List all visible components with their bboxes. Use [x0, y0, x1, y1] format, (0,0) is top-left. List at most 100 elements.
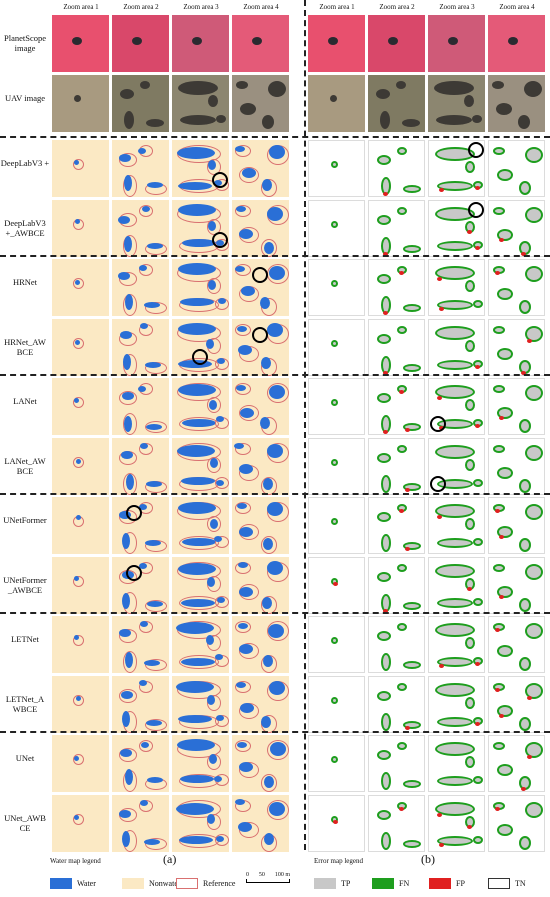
water-prediction	[217, 357, 225, 364]
error-map-tile	[308, 140, 365, 197]
fp-region	[467, 586, 472, 591]
reference-outline	[235, 204, 251, 217]
pond-patch	[74, 94, 81, 102]
tp-region	[497, 466, 513, 479]
row-label-4: HRNet	[12, 277, 38, 287]
reference-outline	[177, 383, 221, 401]
water-prediction	[238, 623, 248, 629]
error-map-tile	[308, 318, 365, 376]
water-prediction	[260, 297, 270, 309]
error-map-tile	[428, 675, 485, 733]
tp-region	[465, 518, 475, 530]
tp-region	[497, 645, 513, 657]
fp-region	[495, 687, 500, 692]
fp-region	[405, 547, 410, 551]
tp-region	[473, 835, 483, 844]
fp-region	[495, 806, 500, 811]
uav-tile	[112, 74, 169, 132]
water-map-tile	[52, 675, 109, 733]
tp-region	[493, 325, 505, 334]
error-map-tile	[428, 497, 485, 554]
water-prediction	[263, 538, 273, 550]
tp-region	[403, 601, 421, 610]
error-map-tile	[368, 735, 425, 792]
planetscope-tile	[232, 15, 289, 72]
reference-outline	[73, 456, 84, 468]
tp-region	[497, 288, 513, 300]
highlight-circle	[212, 231, 228, 248]
tp-region	[493, 147, 505, 155]
water-map-tile	[172, 735, 229, 792]
water-prediction	[214, 776, 222, 782]
tp-region	[473, 597, 483, 606]
tp-region	[403, 720, 421, 729]
tp-region	[381, 474, 391, 493]
fp-region	[405, 487, 410, 492]
reference-outline	[177, 561, 221, 580]
water-prediction	[140, 621, 148, 627]
water-patch	[192, 37, 202, 45]
fp-region	[333, 819, 338, 824]
tp-region	[525, 206, 543, 223]
water-prediction	[267, 502, 283, 516]
water-prediction	[181, 658, 215, 666]
water-prediction	[207, 576, 215, 587]
pond-patch	[402, 118, 420, 127]
water-prediction	[262, 596, 272, 609]
tp-region	[397, 206, 407, 215]
reference-outline	[139, 740, 153, 752]
error-map-tile	[368, 556, 425, 614]
legend-nonwater-label: Nonwater	[149, 879, 181, 888]
water-prediction	[236, 681, 246, 688]
tp-region	[397, 147, 407, 155]
water-map-tile	[172, 140, 229, 197]
highlight-circle	[126, 505, 142, 521]
error-map-tile	[368, 318, 425, 376]
water-prediction	[261, 715, 271, 728]
water-prediction	[123, 353, 131, 370]
reference-outline	[215, 595, 229, 608]
fp-region	[383, 430, 388, 434]
water-prediction	[74, 398, 79, 403]
pond-patch	[262, 114, 274, 129]
fp-region	[499, 237, 504, 242]
row-label-10: LETNet	[11, 634, 39, 644]
tp-region	[525, 325, 543, 342]
pond-patch	[330, 94, 337, 102]
water-prediction	[124, 175, 132, 191]
water-prediction	[178, 322, 216, 335]
water-prediction	[267, 206, 283, 221]
highlight-circle	[430, 416, 446, 432]
water-prediction	[206, 635, 214, 645]
water-prediction	[270, 742, 286, 756]
tp-region	[519, 657, 531, 671]
error-map-tile	[488, 140, 545, 197]
tp-region	[519, 181, 531, 195]
water-prediction	[236, 385, 246, 391]
tp-region	[435, 742, 475, 756]
water-prediction	[267, 443, 283, 458]
pond-patch	[236, 80, 248, 89]
water-map-tile	[232, 140, 289, 197]
error-map-tile	[428, 259, 485, 316]
water-prediction	[216, 835, 224, 842]
pond-patch	[178, 80, 218, 95]
water-prediction	[260, 417, 270, 429]
water-map-tile	[52, 318, 109, 376]
tp-region	[331, 637, 338, 644]
tp-region	[377, 214, 391, 225]
water-map-tile	[52, 556, 109, 614]
tp-region	[437, 597, 473, 608]
error-map-tile	[308, 794, 365, 852]
water-prediction	[239, 586, 253, 597]
tp-region	[403, 244, 421, 253]
fp-region	[333, 581, 338, 586]
water-map-tile	[112, 259, 169, 316]
reference-outline	[123, 413, 137, 435]
section-separator	[0, 612, 550, 614]
water-prediction	[144, 838, 160, 845]
water-prediction	[139, 265, 147, 271]
water-prediction	[144, 660, 160, 666]
water-prediction	[178, 182, 212, 190]
fp-region	[437, 396, 442, 400]
